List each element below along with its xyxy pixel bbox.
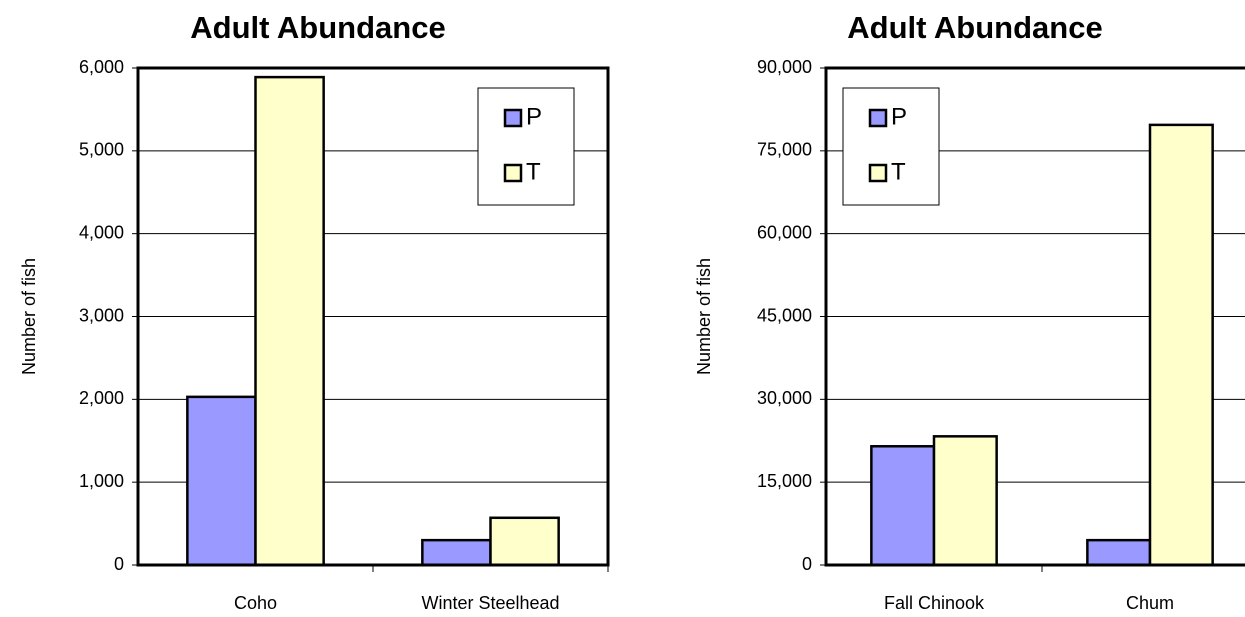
y-tick-label: 45,000 — [757, 305, 812, 325]
chart-title: Adult Abundance — [190, 10, 445, 45]
y-axis-label: Number of fish — [694, 258, 714, 375]
y-tick-label: 2,000 — [79, 388, 124, 408]
bar — [1086, 538, 1152, 567]
legend-label: T — [891, 158, 906, 185]
y-tick-label: 6,000 — [79, 57, 124, 77]
y-tick-label: 1,000 — [79, 471, 124, 491]
y-tick-label: 30,000 — [757, 388, 812, 408]
legend-box — [477, 87, 575, 206]
x-tick-label: Chum — [1126, 593, 1174, 613]
y-tick-label: 4,000 — [79, 222, 124, 242]
legend-label: P — [526, 103, 542, 130]
y-tick-label: 60,000 — [757, 222, 812, 242]
bar — [932, 435, 998, 567]
bar — [254, 75, 325, 567]
legend-swatch — [868, 163, 888, 183]
x-tick-label: Coho — [234, 593, 277, 613]
y-tick-label: 0 — [802, 554, 812, 574]
bar — [186, 395, 257, 567]
bar — [870, 445, 936, 567]
legend-label: P — [891, 103, 907, 130]
legend-swatch — [503, 163, 523, 183]
bar — [421, 538, 492, 567]
plot-frame — [136, 66, 610, 567]
y-tick-label: 90,000 — [757, 57, 812, 77]
x-tick-label: Fall Chinook — [884, 593, 985, 613]
x-tick-label: Winter Steelhead — [421, 593, 559, 613]
legend-box — [842, 87, 940, 206]
y-tick-label: 5,000 — [79, 140, 124, 160]
plot-frame — [824, 66, 1245, 567]
y-tick-label: 3,000 — [79, 305, 124, 325]
legend-swatch — [868, 108, 888, 128]
legend-swatch — [503, 108, 523, 128]
y-tick-label: 15,000 — [757, 471, 812, 491]
chart-title: Adult Abundance — [847, 10, 1102, 45]
legend-label: T — [526, 158, 541, 185]
y-tick-label: 0 — [114, 554, 124, 574]
y-tick-label: 75,000 — [757, 140, 812, 160]
y-axis-label: Number of fish — [19, 258, 39, 375]
bar — [489, 516, 560, 567]
bar — [1148, 123, 1214, 567]
